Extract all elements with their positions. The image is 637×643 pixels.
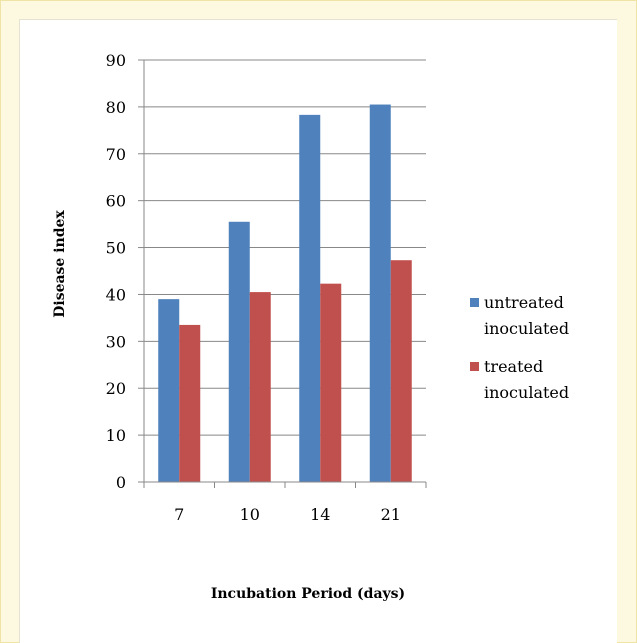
legend: untreated inoculated treated inoculated (470, 293, 569, 402)
y-tick-label: 50 (106, 239, 126, 258)
y-tick-label: 80 (106, 98, 126, 117)
x-tick-label: 21 (381, 505, 401, 524)
y-tick-label: 30 (106, 332, 126, 351)
y-tick-label: 20 (106, 379, 126, 398)
x-axis-title: Incubation Period (days) (211, 586, 405, 602)
bar-untreated-10 (228, 221, 250, 482)
x-tick-label: 10 (240, 505, 260, 524)
y-tick-label: 40 (106, 285, 126, 304)
bar-treated-21 (390, 260, 412, 482)
legend-swatch (470, 298, 479, 307)
y-tick-label: 70 (106, 145, 126, 164)
bars (158, 104, 412, 483)
y-tick-label: 0 (116, 473, 126, 492)
y-tick-label: 10 (106, 426, 126, 445)
bar-treated-7 (179, 324, 201, 482)
bar-untreated-7 (158, 299, 180, 482)
y-tick-label: 60 (106, 192, 126, 211)
x-tick-label: 7 (174, 505, 184, 524)
legend-label: inoculated (484, 319, 569, 338)
x-tick-labels: 7 10 14 21 (174, 505, 401, 524)
axes (143, 60, 427, 488)
y-axis-title: Disease index (52, 210, 68, 318)
y-tick-labels: 0 10 20 30 40 50 60 70 80 90 (106, 51, 126, 492)
legend-label: inoculated (484, 383, 569, 402)
legend-label: treated (484, 357, 543, 376)
legend-swatch (470, 362, 479, 371)
bar-treated-14 (320, 283, 342, 482)
bar-treated-10 (249, 292, 271, 482)
bar-untreated-14 (299, 114, 321, 483)
bar-untreated-21 (369, 104, 391, 483)
legend-label: untreated (484, 293, 564, 312)
y-tick-label: 90 (106, 51, 126, 70)
x-tick-label: 14 (310, 505, 330, 524)
